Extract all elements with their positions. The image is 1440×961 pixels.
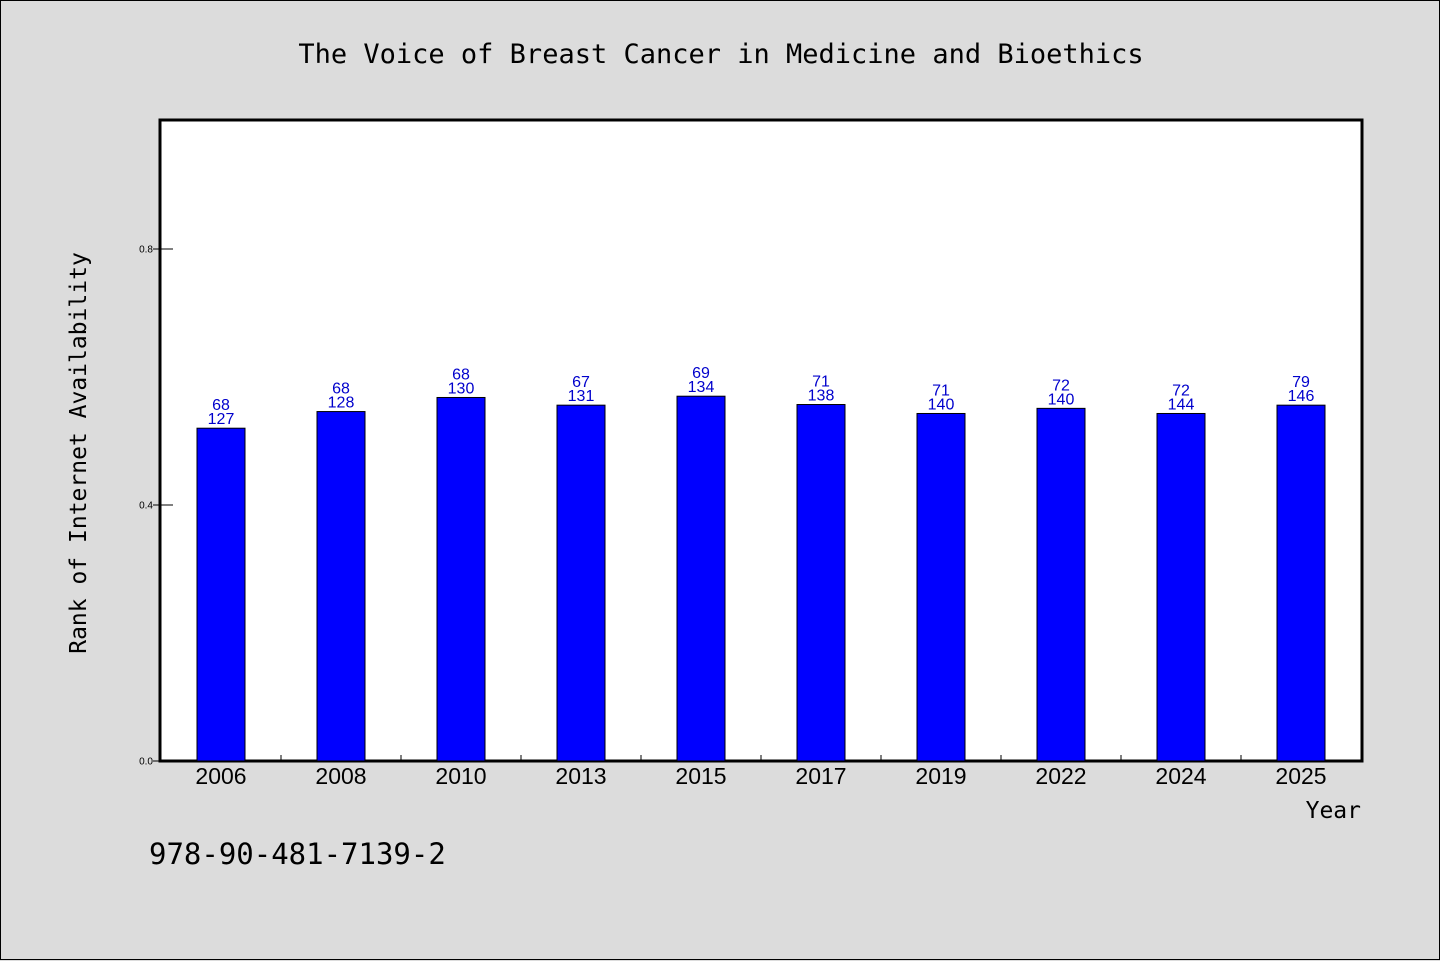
data-label-top: 72 [1052, 377, 1070, 394]
data-label-bottom: 144 [1168, 396, 1195, 413]
y-axis-label: Rank of Internet Availability [66, 252, 92, 654]
bar [1036, 407, 1086, 762]
data-label-top: 72 [1172, 382, 1190, 399]
bar [796, 404, 846, 762]
data-label-top: 67 [572, 374, 590, 391]
y-tick-label: 0.4 [139, 501, 153, 512]
x-tick-label: 2006 [195, 763, 246, 789]
x-tick-label: 2010 [435, 763, 486, 789]
bar [1276, 404, 1326, 762]
x-tick-labels: 2006 2008 2010 2013 2015 2017 2019 2022 2024 2025 [195, 763, 1326, 789]
data-label-top: 71 [932, 382, 950, 399]
bar [676, 395, 726, 762]
data-label-bottom: 138 [808, 388, 835, 405]
bar [436, 396, 486, 762]
bar [316, 411, 366, 762]
y-tick-label: 0.8 [139, 245, 153, 256]
data-label-bottom: 140 [1048, 391, 1075, 408]
x-tick-label: 2025 [1275, 763, 1326, 789]
data-label-bottom: 134 [688, 379, 715, 396]
bar [916, 412, 966, 762]
x-tick-label: 2019 [915, 763, 966, 789]
x-tick-label: 2017 [795, 763, 846, 789]
data-label-top: 79 [1292, 374, 1310, 391]
data-label-bottom: 130 [448, 380, 475, 397]
data-label-bottom: 127 [208, 411, 235, 428]
x-tick-label: 2008 [315, 763, 366, 789]
data-label-bottom: 146 [1288, 388, 1315, 405]
x-axis-label: Year [1306, 798, 1361, 824]
bar [1156, 412, 1206, 762]
data-label-top: 68 [452, 366, 470, 383]
isbn-text: 978-90-481-7139-2 [149, 837, 446, 871]
axis-ticks: 0.0 0.4 0.8 [139, 245, 1242, 768]
bars [196, 395, 1326, 762]
data-label-top: 71 [812, 374, 830, 391]
bar [196, 427, 246, 762]
data-label-bottom: 140 [928, 396, 955, 413]
x-tick-label: 2022 [1035, 763, 1086, 789]
x-tick-label: 2013 [555, 763, 606, 789]
data-label-bottom: 131 [568, 388, 595, 405]
x-tick-label: 2015 [675, 763, 726, 789]
data-label-top: 68 [332, 381, 350, 398]
data-label-top: 68 [212, 397, 230, 414]
chart-title: The Voice of Breast Cancer in Medicine a… [298, 39, 1143, 70]
data-label-top: 69 [692, 365, 710, 382]
data-label-bottom: 128 [328, 395, 355, 412]
x-tick-label: 2024 [1155, 763, 1206, 789]
y-tick-label: 0.0 [139, 757, 153, 768]
bar [556, 404, 606, 762]
